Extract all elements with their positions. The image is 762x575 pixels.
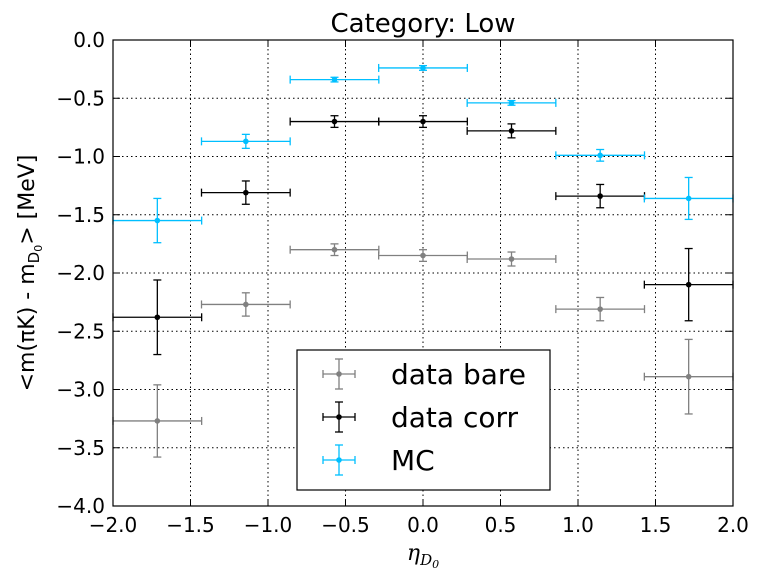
x-tick-label: 1.0 bbox=[562, 513, 594, 537]
point-marker bbox=[154, 418, 161, 424]
data-point bbox=[112, 279, 203, 356]
y-tick-label: −3.5 bbox=[56, 436, 105, 460]
point-marker bbox=[508, 256, 515, 262]
legend-entry: MC bbox=[322, 444, 435, 477]
data-point bbox=[378, 249, 468, 263]
data-point bbox=[112, 384, 203, 458]
data-point bbox=[378, 63, 468, 72]
y-tick-label: −2.5 bbox=[56, 319, 105, 343]
data-point bbox=[200, 180, 291, 205]
point-marker bbox=[243, 189, 249, 196]
legend-entry: data corr bbox=[322, 401, 519, 434]
y-axis-label-post: > [MeV] bbox=[15, 155, 40, 245]
x-tick-label: −0.5 bbox=[321, 513, 370, 537]
x-axis-label-subsub: 0 bbox=[432, 558, 439, 571]
series-data-bare bbox=[112, 243, 734, 458]
data-point bbox=[200, 292, 291, 317]
x-axis-label-sub: D bbox=[419, 551, 432, 569]
y-tick-label: 0.0 bbox=[73, 28, 105, 52]
point-marker bbox=[420, 118, 426, 125]
y-tick-label: −4.0 bbox=[56, 494, 105, 518]
x-tick-label: −1.0 bbox=[244, 513, 293, 537]
point-marker bbox=[685, 281, 692, 288]
y-tick-label: −0.5 bbox=[56, 86, 105, 110]
series-data-corr bbox=[112, 115, 734, 356]
point-marker bbox=[597, 306, 603, 312]
point-marker bbox=[331, 76, 338, 83]
data-point bbox=[643, 338, 734, 415]
point-marker bbox=[243, 301, 249, 308]
x-axis-label: ηD0 bbox=[407, 541, 439, 571]
plot-area bbox=[112, 63, 734, 458]
data-point bbox=[466, 98, 557, 107]
data-point bbox=[112, 197, 203, 244]
point-marker bbox=[508, 100, 515, 106]
data-point bbox=[378, 115, 468, 129]
data-point bbox=[289, 115, 380, 129]
data-point bbox=[643, 247, 734, 322]
y-tick-label: −1.5 bbox=[56, 203, 105, 227]
data-point bbox=[643, 176, 734, 221]
axis-ticks: −2.0 −1.5 −1.0 −0.5 0.0 0.5 1.0 1.5 2.0 0.0 −0.5 −1… bbox=[56, 28, 748, 537]
x-tick-label: −1.5 bbox=[166, 513, 215, 537]
point-marker bbox=[685, 195, 692, 202]
x-tick-label: 2.0 bbox=[717, 513, 749, 537]
point-marker bbox=[508, 128, 515, 134]
legend-label: data bare bbox=[391, 358, 526, 391]
legend: data bare data corr MC bbox=[296, 349, 551, 491]
x-tick-label: 0.0 bbox=[407, 513, 439, 537]
x-axis-label-base: η bbox=[407, 541, 420, 566]
point-marker bbox=[331, 246, 338, 253]
data-point bbox=[555, 296, 646, 322]
legend-marker-dot bbox=[336, 457, 342, 463]
point-marker bbox=[331, 118, 338, 125]
data-point bbox=[555, 148, 646, 162]
y-axis-label-subsub: 0 bbox=[32, 245, 45, 252]
legend-entry: data bare bbox=[322, 358, 526, 391]
y-axis-label: <m(πK) - mD0> [MeV] bbox=[15, 155, 45, 392]
series-mc bbox=[112, 63, 734, 244]
point-marker bbox=[420, 65, 426, 71]
chart-title: Category: Low bbox=[330, 9, 515, 39]
data-point bbox=[289, 75, 380, 84]
point-marker bbox=[243, 138, 249, 145]
point-marker bbox=[154, 314, 161, 321]
y-tick-label: −1.0 bbox=[56, 145, 105, 169]
legend-label: data corr bbox=[391, 401, 519, 434]
x-tick-label: 1.5 bbox=[640, 513, 672, 537]
x-tick-label: −2.0 bbox=[89, 513, 138, 537]
data-point bbox=[466, 251, 557, 267]
point-marker bbox=[597, 152, 603, 159]
data-point bbox=[466, 123, 557, 139]
point-marker bbox=[420, 252, 426, 259]
point-marker bbox=[154, 217, 161, 224]
y-tick-label: −3.0 bbox=[56, 378, 105, 402]
data-point bbox=[200, 133, 291, 149]
y-axis-label-sub: D bbox=[25, 252, 43, 264]
data-point bbox=[289, 243, 380, 257]
point-marker bbox=[597, 193, 603, 199]
x-tick-label: 0.5 bbox=[485, 513, 517, 537]
legend-marker-dot bbox=[336, 414, 342, 420]
data-point bbox=[555, 183, 646, 209]
legend-marker-dot bbox=[336, 371, 342, 377]
y-tick-label: −2.0 bbox=[56, 261, 105, 285]
point-marker bbox=[685, 373, 692, 380]
legend-label: MC bbox=[391, 444, 435, 477]
y-axis-label-pre: <m(πK) - m bbox=[15, 263, 40, 391]
